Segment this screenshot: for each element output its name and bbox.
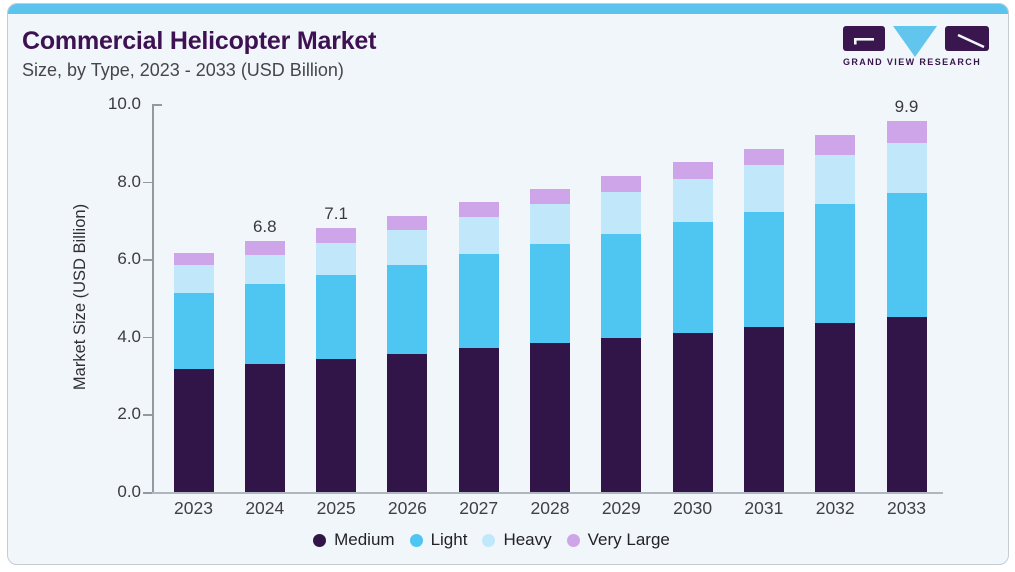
bar-2029-light (601, 233, 642, 338)
y-tick-label: 4.0 (117, 326, 141, 346)
bar-2026-light (387, 265, 428, 355)
bar-2025-light (316, 274, 357, 360)
bar-2027-light (458, 254, 499, 349)
logo-g-glyph (854, 38, 874, 41)
gvr-logo-icon (843, 26, 989, 57)
bar-2023-very-large (173, 252, 214, 266)
bar-2023-medium (173, 369, 214, 492)
x-tick-label: 2032 (815, 498, 855, 518)
legend-item-light: Light (409, 530, 468, 550)
bar-2028-light (530, 244, 570, 343)
page-title: Commercial Helicopter Market (22, 27, 377, 55)
bar-2031-medium (743, 327, 784, 492)
bar-2029-very-large (601, 175, 642, 192)
bar-2032-medium (815, 323, 856, 492)
bar-2032-very-large (815, 134, 856, 155)
bar-2026-very-large (387, 215, 428, 231)
bar-2025-very-large (316, 228, 357, 243)
bar-2032-heavy (815, 154, 856, 205)
legend-label-very-large: Very Large (587, 530, 670, 549)
y-tick-label: 10.0 (107, 94, 141, 113)
bar-2030-light (672, 222, 713, 333)
legend-item-very-large: Very Large (566, 530, 670, 550)
legend-swatch-very-large (566, 533, 580, 547)
x-tick-label: 2027 (459, 498, 499, 518)
bar-2030-very-large (672, 162, 713, 179)
bar-2024-very-large (244, 240, 285, 255)
y-tick (143, 181, 152, 184)
bar-2025-heavy (316, 242, 357, 275)
chart-card (7, 3, 1009, 565)
bar-2024-heavy (244, 254, 285, 285)
x-tick-label: 2033 (887, 498, 926, 518)
bar-2027-heavy (458, 217, 499, 255)
bar-2031-light (743, 211, 784, 328)
bar-2029-medium (601, 337, 642, 492)
bar-2026-heavy (387, 230, 428, 266)
legend-label-heavy: Heavy (503, 530, 552, 549)
y-axis-line (152, 104, 154, 494)
bar-2032-light (815, 204, 856, 324)
bar-2033-very-large (886, 121, 927, 144)
bar-2027-very-large (458, 202, 499, 218)
x-axis-line (152, 492, 943, 494)
x-tick-label: 2025 (316, 498, 356, 518)
bar-2028-very-large (530, 188, 570, 205)
legend-label-medium: Medium (334, 530, 395, 549)
x-tick-label: 2031 (744, 498, 784, 518)
x-tick-label: 2030 (673, 498, 713, 518)
logo-v-triangle (893, 26, 937, 57)
y-axis-title: Market Size (USD Billion) (71, 203, 89, 391)
y-tick-label: 0.0 (117, 482, 141, 501)
bar-2028-heavy (530, 204, 570, 245)
y-tick (143, 492, 152, 494)
y-tick (152, 104, 162, 106)
bar-2026-medium (387, 354, 428, 492)
legend-item-medium: Medium (313, 530, 395, 550)
bar-2031-heavy (743, 165, 784, 212)
x-tick-label: 2029 (601, 498, 641, 518)
bar-2030-medium (672, 332, 713, 492)
y-tick-label: 6.0 (117, 249, 141, 269)
grand-view-research-logo (843, 26, 989, 70)
bar-2027-medium (458, 348, 499, 492)
bar-total-label: 6.8 (252, 216, 277, 236)
y-tick (143, 336, 152, 339)
y-tick (143, 259, 152, 261)
legend-swatch-heavy (482, 533, 496, 547)
y-tick-label: 2.0 (117, 404, 141, 424)
bar-2030-heavy (672, 178, 713, 223)
legend-swatch-medium (313, 533, 327, 547)
bar-2024-medium (244, 363, 285, 492)
x-tick-label: 2026 (387, 498, 427, 518)
bar-2031-very-large (743, 148, 784, 166)
bar-2024-light (244, 284, 285, 364)
card-top-accent-bar (8, 4, 1008, 14)
x-tick-label: 2024 (245, 498, 285, 518)
y-tick-label: 8.0 (117, 171, 141, 191)
bar-2023-heavy (173, 265, 214, 293)
bar-2023-light (173, 292, 214, 369)
page-subtitle: Size, by Type, 2023 - 2033 (USD Billion) (22, 60, 344, 80)
x-tick-label: 2028 (530, 498, 570, 518)
legend-label-light: Light (430, 530, 468, 549)
logo-wordmark: GRAND VIEW RESEARCH (843, 57, 982, 67)
bar-2028-medium (530, 342, 570, 492)
bar-2025-medium (316, 359, 357, 492)
legend-swatch-light (409, 533, 423, 547)
logo-r-glyph (957, 33, 985, 49)
bar-2033-heavy (886, 143, 927, 194)
bar-2033-medium (886, 317, 927, 492)
x-tick-label: 2023 (174, 498, 213, 518)
bar-total-label: 9.9 (894, 97, 919, 117)
chart-legend: Medium Light Heavy Very Large (0, 530, 999, 550)
bar-total-label: 7.1 (324, 204, 348, 224)
y-tick (143, 414, 152, 416)
bar-2029-heavy (601, 191, 642, 234)
legend-item-heavy: Heavy (482, 530, 552, 550)
bar-2033-light (886, 193, 927, 318)
